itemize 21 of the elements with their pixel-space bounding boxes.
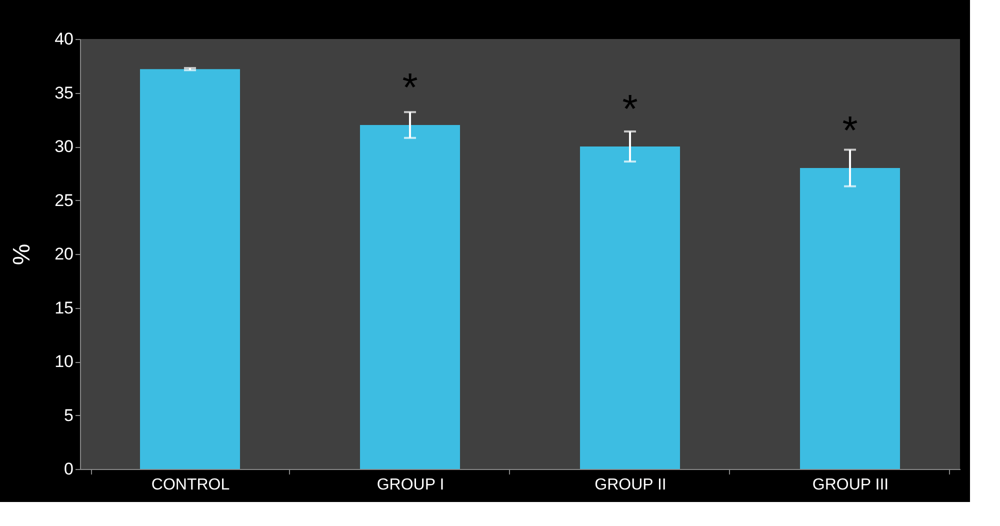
- y-tick-label: 10: [54, 352, 74, 371]
- bar: [360, 125, 460, 469]
- x-tick-label: GROUP II: [594, 476, 666, 494]
- bar: [140, 69, 240, 469]
- y-tick-label: 0: [64, 460, 74, 478]
- y-tick-label: 25: [54, 190, 74, 210]
- bar: [580, 146, 680, 469]
- y-tick-label: 35: [54, 83, 74, 102]
- annotation: *: [842, 109, 858, 153]
- annotation: *: [622, 88, 638, 132]
- y-tick-label: 40: [54, 30, 74, 48]
- annotation: *: [402, 66, 418, 110]
- y-tick-label: 20: [54, 244, 74, 264]
- y-tick-label: 5: [64, 406, 74, 425]
- bar: [800, 168, 900, 469]
- x-tick-label: GROUP III: [812, 476, 889, 494]
- x-tick-label: GROUP I: [376, 476, 444, 494]
- y-tick-label: 30: [54, 137, 74, 156]
- y-axis-title: %: [8, 244, 36, 266]
- x-tick-label: CONTROL: [151, 476, 230, 494]
- y-tick-label: 15: [54, 298, 74, 318]
